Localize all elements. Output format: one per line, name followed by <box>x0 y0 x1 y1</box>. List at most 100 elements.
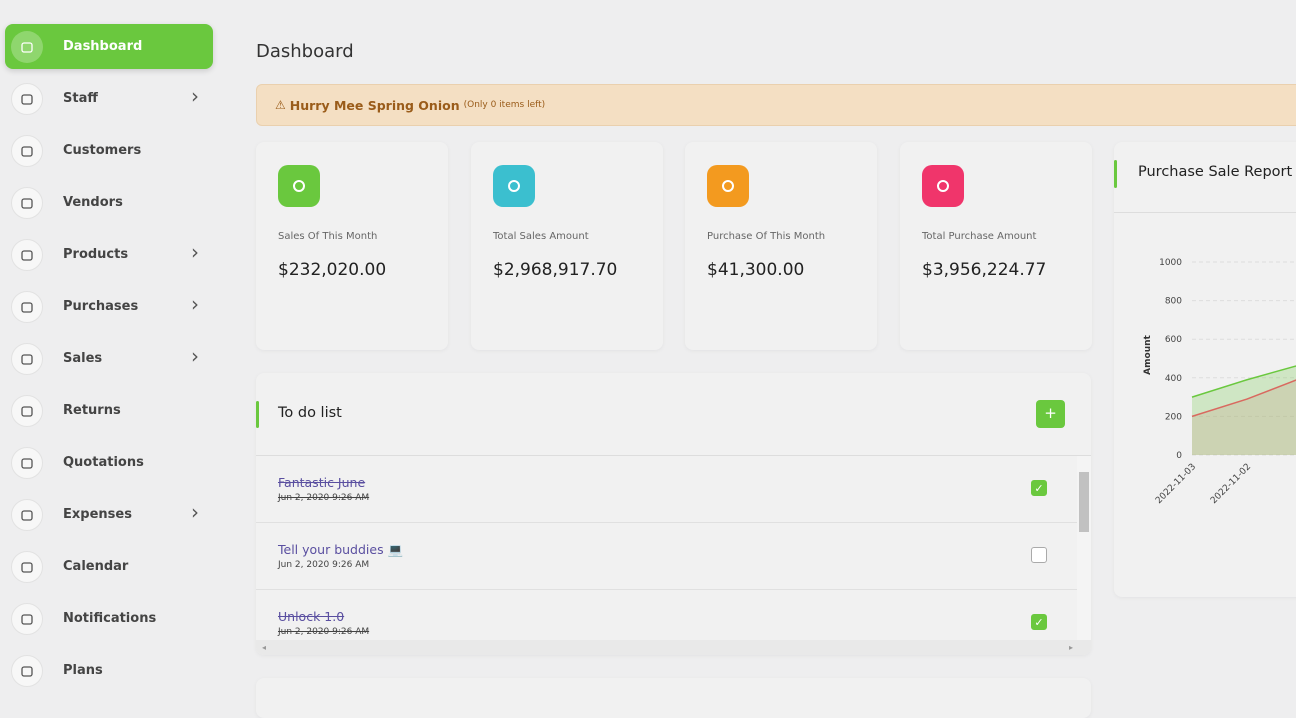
divider <box>256 455 1091 456</box>
nav-item[interactable]: Notifications <box>5 596 213 641</box>
checkbox[interactable]: ✓ <box>1031 480 1047 496</box>
todo-card: To do list + Fantastic June Jun 2, 2020 9… <box>256 373 1091 655</box>
checkbox[interactable] <box>1031 547 1047 563</box>
nav-label: Customers <box>63 143 142 158</box>
nav-icon <box>11 238 43 271</box>
chevron: › <box>191 292 199 316</box>
page-title: Dashboard <box>256 41 354 62</box>
nav-icon <box>11 602 43 635</box>
y-tick-label: 600 <box>1165 335 1182 345</box>
nav-icon <box>11 186 43 219</box>
todo-date: Jun 2, 2020 9:26 AM <box>278 560 370 570</box>
icon <box>21 197 33 209</box>
x-tick-label: 2022-11-03 <box>1154 462 1198 506</box>
icon <box>21 41 33 53</box>
nav-icon <box>11 30 43 63</box>
nav-label: Expenses <box>63 507 132 522</box>
nav-item[interactable]: Customers <box>5 128 213 173</box>
icon <box>21 405 33 417</box>
icon <box>21 353 33 365</box>
nav-icon <box>11 342 43 375</box>
icon <box>21 145 33 157</box>
nav-item[interactable]: Purchases › <box>5 284 213 329</box>
nav-item[interactable]: Plans <box>5 648 213 693</box>
icon <box>722 180 734 192</box>
line <box>1191 379 1296 418</box>
nav-item[interactable]: Calendar <box>5 544 213 589</box>
report-title: Purchase Sale Report <box>1138 164 1293 180</box>
stat-card: Total Purchase Amount $3,956,224.77 <box>900 142 1092 350</box>
alert: ⚠ Hurry Mee Spring Onion (Only 0 items l… <box>256 84 1296 126</box>
todo-item: Tell your buddies 💻 Jun 2, 2020 9:26 AM <box>256 523 1077 590</box>
icon <box>21 665 33 677</box>
nav-item[interactable]: Expenses › <box>5 492 213 537</box>
icon <box>21 249 33 261</box>
nav-icon <box>11 654 43 687</box>
icon <box>21 613 33 625</box>
nav-label: Purchases <box>63 299 139 314</box>
nav-item[interactable]: Staff › <box>5 76 213 121</box>
line <box>1191 365 1296 398</box>
next-card <box>256 678 1091 718</box>
page: Dashboard Staff › Customers Vendors Products ›… <box>5 24 1296 693</box>
nav-label: Calendar <box>63 559 129 574</box>
stat-icon <box>922 165 964 207</box>
nav-item[interactable]: Products › <box>5 232 213 277</box>
y-tick-label: 400 <box>1165 374 1182 384</box>
icon <box>21 509 33 521</box>
stat-icon <box>707 165 749 207</box>
stat-value: $41,300.00 <box>707 260 805 280</box>
stat-icon <box>493 165 535 207</box>
nav-item[interactable]: Vendors <box>5 180 213 225</box>
nav-item[interactable]: Dashboard <box>5 24 213 69</box>
nav-item[interactable]: Quotations <box>5 440 213 485</box>
v-scrollbar[interactable] <box>1077 456 1091 640</box>
stat-value: $232,020.00 <box>278 260 387 280</box>
nav-label: Dashboard <box>63 39 143 54</box>
nav-icon <box>11 290 43 323</box>
nav-item[interactable]: Returns <box>5 388 213 433</box>
h-scrollbar[interactable]: ◂ ▸ <box>256 640 1091 655</box>
chevron: › <box>191 500 199 524</box>
icon <box>21 457 33 469</box>
area <box>1192 365 1296 455</box>
chart: 0 200 400 600 800 1000 Amount 2022-11-03 2022-11… <box>1143 258 1296 506</box>
nav-item[interactable]: Sales › <box>5 336 213 381</box>
todo-title: Unlock 1.0 <box>278 609 345 624</box>
nav-label: Returns <box>63 403 121 418</box>
nav-label: Notifications <box>63 611 157 626</box>
x-tick-label: 2022-11-02 <box>1209 462 1253 506</box>
area <box>1192 380 1296 455</box>
nav-label: Sales <box>63 351 103 366</box>
nav-label: Plans <box>63 663 103 678</box>
stat-value: $2,968,917.70 <box>493 260 618 280</box>
todo-list: Fantastic June Jun 2, 2020 9:26 AM ✓ Tell y… <box>256 456 1077 640</box>
v-thumb[interactable] <box>1079 472 1089 532</box>
warning-icon: ⚠ <box>275 98 286 112</box>
stat-card: Total Sales Amount $2,968,917.70 <box>471 142 663 350</box>
stat-label: Total Sales Amount <box>493 231 589 242</box>
stat-label: Total Purchase Amount <box>922 231 1037 242</box>
checkbox[interactable]: ✓ <box>1031 614 1047 630</box>
nav-icon <box>11 82 43 115</box>
todo-date: Jun 2, 2020 9:26 AM <box>278 627 370 637</box>
nav-label: Staff <box>63 91 98 106</box>
todo-title: To do list <box>278 405 342 421</box>
y-axis-label: Amount <box>1143 334 1153 374</box>
stat-label: Sales Of This Month <box>278 231 378 242</box>
nav-label: Products <box>63 247 129 262</box>
stat-card: Sales Of This Month $232,020.00 <box>256 142 448 350</box>
accent <box>1114 160 1117 188</box>
add-button[interactable]: + <box>1036 400 1065 428</box>
icon <box>21 561 33 573</box>
todo-item: Fantastic June Jun 2, 2020 9:26 AM ✓ <box>256 456 1077 523</box>
stat-icon <box>278 165 320 207</box>
y-tick-label: 0 <box>1176 451 1182 461</box>
alert-title: Hurry Mee Spring Onion <box>289 97 460 113</box>
todo-item: Unlock 1.0 Jun 2, 2020 9:26 AM ✓ <box>256 590 1077 640</box>
nav-icon <box>11 134 43 167</box>
todo-date: Jun 2, 2020 9:26 AM <box>278 493 370 503</box>
nav-icon <box>11 550 43 583</box>
y-tick-label: 800 <box>1165 297 1182 307</box>
nav-icon <box>11 446 43 479</box>
